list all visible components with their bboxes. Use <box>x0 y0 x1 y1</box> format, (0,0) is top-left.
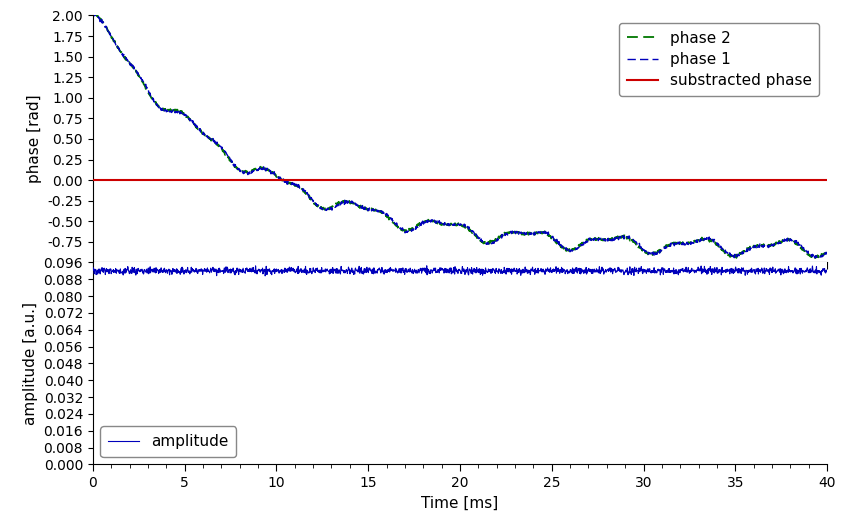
phase 2 <box>88 10 98 17</box>
amplitude <box>426 267 436 273</box>
amplitude <box>88 267 98 273</box>
Line: amplitude: amplitude <box>93 266 827 276</box>
Y-axis label: phase [rad]: phase [rad] <box>27 94 42 183</box>
amplitude <box>667 268 677 275</box>
phase 1 <box>800 247 810 253</box>
phase 2 <box>425 217 436 223</box>
Legend: phase 2, phase 1, substracted phase: phase 2, phase 1, substracted phase <box>619 23 820 95</box>
X-axis label: Time [ms]: Time [ms] <box>421 496 499 511</box>
phase 2 <box>801 250 811 256</box>
phase 2 <box>445 222 455 228</box>
amplitude <box>802 267 812 273</box>
substracted phase <box>106 177 116 183</box>
Y-axis label: amplitude [a.u.]: amplitude [a.u.] <box>23 302 38 425</box>
Line: phase 2: phase 2 <box>93 13 827 258</box>
phase 1 <box>809 255 820 261</box>
phase 1 <box>425 218 436 224</box>
Line: phase 1: phase 1 <box>93 12 827 258</box>
phase 2 <box>810 255 820 261</box>
phase 1 <box>666 240 676 246</box>
substracted phase <box>88 177 98 183</box>
phase 2 <box>801 249 811 255</box>
phase 1 <box>445 222 455 228</box>
phase 2 <box>126 62 136 68</box>
amplitude <box>260 273 270 279</box>
amplitude <box>125 270 135 276</box>
amplitude <box>422 263 432 269</box>
phase 2 <box>666 241 676 247</box>
phase 1 <box>88 9 98 15</box>
amplitude <box>801 268 811 275</box>
phase 1 <box>822 251 832 257</box>
amplitude <box>446 268 456 275</box>
phase 1 <box>125 62 135 68</box>
phase 2 <box>89 10 99 16</box>
phase 1 <box>801 247 811 253</box>
amplitude <box>822 267 832 273</box>
phase 2 <box>822 249 832 255</box>
Legend: amplitude: amplitude <box>100 427 236 457</box>
